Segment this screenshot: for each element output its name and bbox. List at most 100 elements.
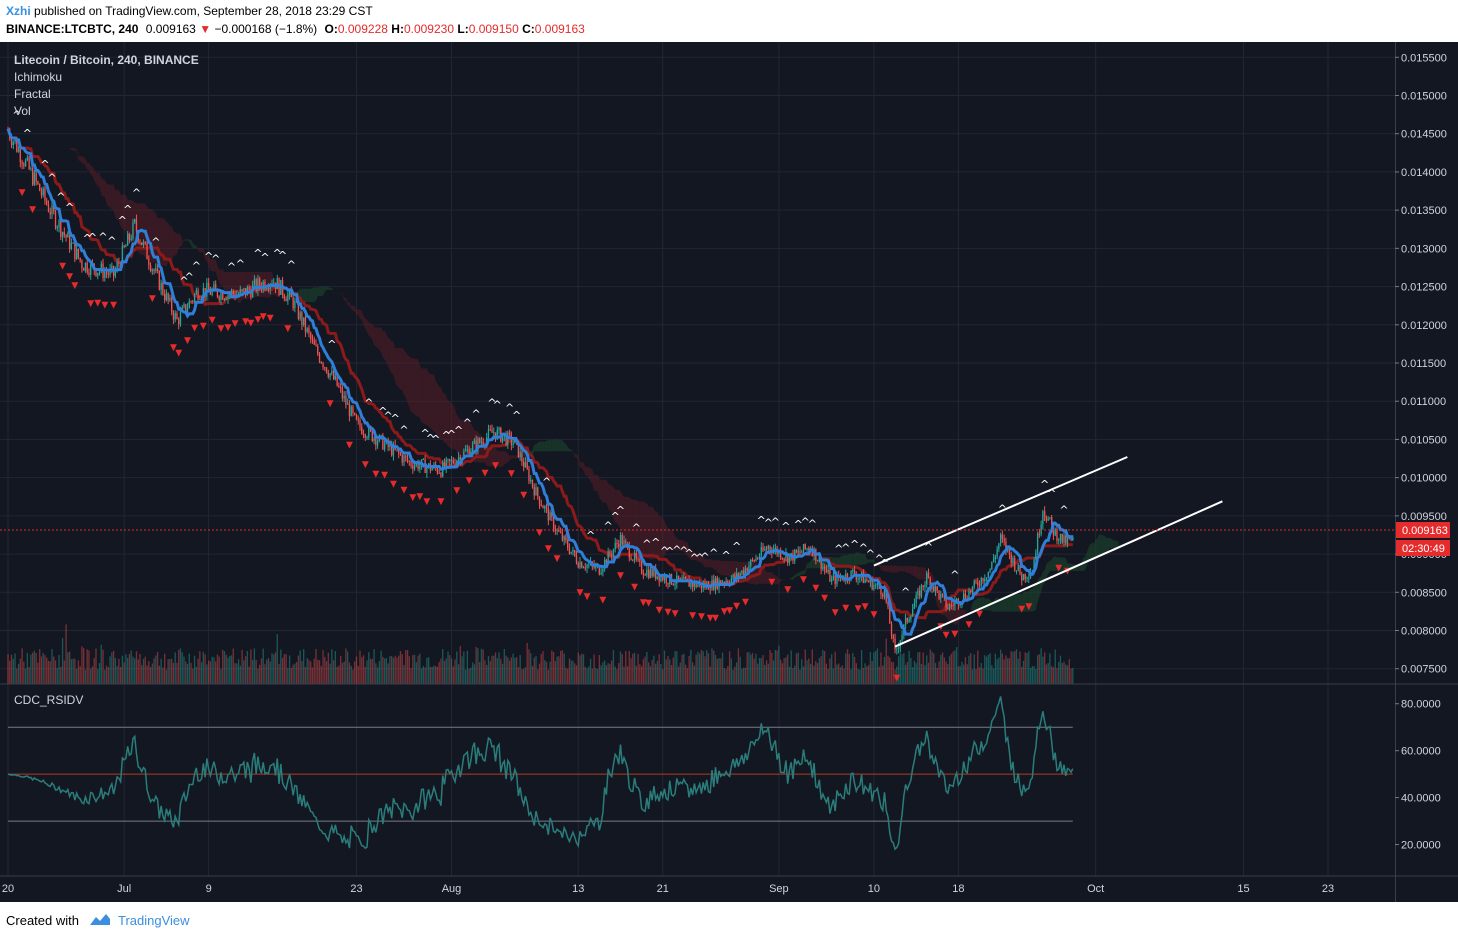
volume-bar [730, 658, 733, 684]
chart-header: Xzhi published on TradingView.com, Septe… [0, 0, 1458, 42]
rsi-title[interactable]: CDC_RSIDV [14, 693, 83, 707]
cloud-segment [1097, 534, 1100, 558]
cloud-segment [120, 194, 123, 229]
volume-bar [234, 663, 236, 684]
volume-bar [12, 658, 14, 684]
author-link[interactable]: Xzhi [6, 4, 31, 18]
candle-body [882, 594, 884, 597]
legend-indicator-fractal[interactable]: Fractal [14, 87, 51, 101]
cloud-segment [572, 450, 575, 458]
candle-body [845, 573, 847, 581]
cloud-segment [326, 286, 329, 290]
candle-body [111, 265, 113, 269]
candle-body [1003, 538, 1005, 542]
volume-bar [806, 660, 808, 684]
fractal-down-marker: ▼ [184, 336, 191, 346]
volume-bar [146, 665, 148, 684]
volume-bar [607, 663, 609, 684]
candle-body [199, 298, 201, 300]
candle-body [325, 367, 328, 373]
cloud-segment [1042, 570, 1045, 585]
candle-body [605, 559, 608, 564]
volume-bar [123, 662, 125, 684]
volume-bar [919, 651, 921, 684]
volume-bar [521, 669, 523, 684]
candle-body [971, 586, 974, 593]
candle-body [121, 245, 124, 267]
candle-body [142, 241, 145, 246]
volume-bar [985, 656, 988, 684]
symbol-label[interactable]: BINANCE:LTCBTC, 240 [6, 22, 139, 36]
cloud-segment [492, 445, 494, 467]
time-tick-label: Sep [769, 883, 789, 895]
rsi-tick-label: 80.0000 [1401, 699, 1441, 711]
cloud-segment [903, 566, 906, 573]
candle-body [875, 584, 877, 586]
legend-title[interactable]: Litecoin / Bitcoin, 240, BINANCE [14, 53, 199, 67]
candle-body [933, 586, 935, 592]
candle-body [625, 540, 627, 543]
footer-brand-link[interactable]: TradingView [118, 913, 190, 928]
volume-bar [542, 651, 544, 684]
time-tick-label: 15 [1237, 883, 1249, 895]
candle-body [783, 558, 785, 560]
cloud-segment [604, 479, 607, 503]
legend-indicator-ichimoku[interactable]: Ichimoku [14, 70, 62, 84]
volume-bar [906, 661, 909, 684]
cloud-segment [1111, 538, 1114, 549]
volume-bar [642, 659, 645, 684]
volume-bar [737, 648, 740, 684]
fractal-down-marker: ▼ [672, 609, 679, 619]
volume-bar [545, 661, 548, 684]
volume-bar [795, 653, 798, 684]
fractal-up-marker: ^ [487, 397, 496, 410]
candle-body [755, 558, 757, 562]
volume-bar [1003, 659, 1005, 684]
volume-bar [563, 653, 565, 684]
candle-body [223, 298, 226, 300]
candle-body [732, 574, 734, 579]
candle-body [991, 561, 993, 570]
volume-bar [292, 664, 294, 684]
candle-body [1017, 565, 1019, 571]
candle-body [913, 603, 916, 609]
volume-bar [609, 663, 611, 684]
volume-bar [706, 650, 708, 684]
time-tick-label: Jul [117, 883, 131, 895]
time-axis[interactable]: 20 Jul 9 23 Aug 13 21 Sep 10 18 Oct 15 23 [2, 883, 1334, 895]
cloud-segment [638, 501, 640, 553]
candle-body [368, 427, 370, 438]
volume-bar [699, 653, 701, 684]
rsi-panel [7, 696, 1074, 851]
candle-body [86, 262, 88, 273]
cloud-segment [1053, 556, 1056, 571]
candle-body [825, 569, 828, 573]
cloud-segment [455, 409, 457, 453]
candle-body [795, 549, 798, 553]
cloud-segment [624, 496, 626, 539]
fractal-up-marker: ^ [399, 423, 408, 436]
volume-bar [1059, 655, 1062, 684]
legend-indicator-vol[interactable]: Vol [14, 104, 31, 118]
candle-body [211, 289, 213, 295]
candle-body [88, 272, 90, 275]
cloud-segment [189, 239, 192, 246]
volume-bar [662, 669, 664, 684]
tradingview-logo-icon[interactable] [88, 911, 112, 927]
fractal-up-marker: ^ [236, 258, 245, 271]
candle-body [611, 554, 613, 556]
volume-bar [635, 665, 637, 684]
volume-bar [850, 669, 852, 684]
volume-bar [769, 650, 771, 684]
cloud-segment [122, 194, 125, 231]
cloud-segment [446, 395, 448, 447]
volume-bar [343, 661, 345, 684]
chart-area[interactable]: ^▼^▼^^^▼^▼▼^▼^▼^▼^▼^^^▼^▼▼^▼^▼^▼^▼^▼ ▼^▼^… [0, 42, 1458, 902]
fractal-down-marker: ▼ [492, 461, 499, 471]
volume-bar [361, 657, 363, 684]
volume-bar [980, 662, 982, 684]
cloud-segment [1044, 564, 1047, 583]
fractal-down-marker: ▼ [943, 630, 950, 640]
candle-body [1036, 533, 1039, 554]
